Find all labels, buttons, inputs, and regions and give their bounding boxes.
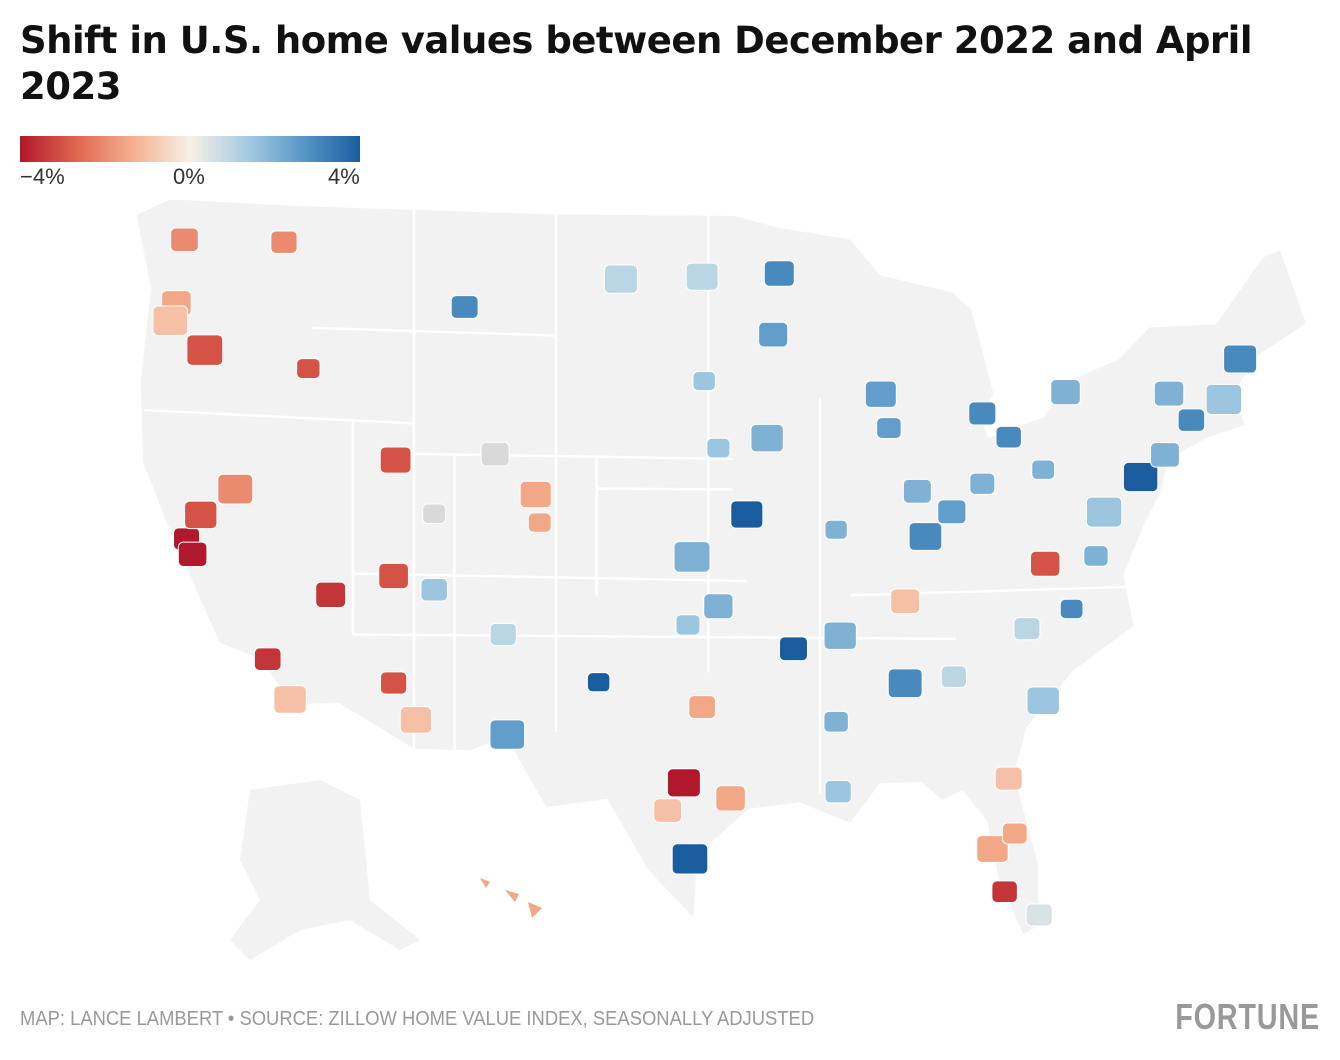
metro-area bbox=[715, 785, 746, 812]
legend-max-label: 4% bbox=[328, 164, 360, 189]
metro-area bbox=[379, 446, 412, 474]
metro-area bbox=[902, 478, 932, 504]
metro-area bbox=[908, 522, 943, 551]
metro-area bbox=[692, 371, 716, 392]
metro-area bbox=[273, 685, 307, 714]
metro-area bbox=[184, 500, 218, 530]
metro-area bbox=[1150, 442, 1180, 468]
metro-area bbox=[1085, 496, 1123, 528]
metro-area bbox=[991, 880, 1018, 904]
metro-area bbox=[315, 581, 347, 608]
metro-area bbox=[758, 321, 789, 348]
metro-area bbox=[480, 441, 510, 467]
metro-area bbox=[976, 835, 1009, 863]
color-legend-bar bbox=[20, 136, 360, 162]
metro-area bbox=[1026, 686, 1060, 716]
hawaii bbox=[480, 878, 542, 918]
alaska bbox=[230, 780, 420, 960]
metro-area bbox=[673, 541, 711, 573]
metro-area bbox=[1031, 459, 1056, 480]
metro-area bbox=[296, 358, 321, 380]
metro-area bbox=[1122, 461, 1159, 493]
metro-area bbox=[450, 295, 479, 319]
metro-area bbox=[675, 614, 701, 636]
metro-area bbox=[823, 621, 857, 650]
metro-area bbox=[1059, 598, 1084, 620]
metro-area bbox=[489, 719, 526, 750]
metro-area bbox=[703, 593, 734, 620]
metro-area bbox=[1050, 379, 1081, 406]
metro-area bbox=[253, 647, 282, 671]
metro-area bbox=[823, 710, 849, 733]
metro-area bbox=[937, 499, 967, 525]
metro-area bbox=[1177, 408, 1206, 432]
metro-area bbox=[1013, 617, 1041, 641]
metro-area bbox=[422, 503, 447, 525]
metro-area bbox=[378, 562, 409, 590]
metro-area bbox=[940, 665, 968, 688]
metro-area bbox=[688, 695, 717, 719]
metro-area bbox=[969, 472, 996, 495]
metro-area bbox=[177, 541, 208, 567]
state-border bbox=[352, 572, 747, 583]
metro-area bbox=[1223, 344, 1258, 374]
metro-area bbox=[186, 334, 224, 366]
fortune-logo: FORTUNE bbox=[1175, 996, 1320, 1037]
metro-area bbox=[666, 768, 701, 798]
metro-area bbox=[685, 262, 719, 291]
metro-area bbox=[890, 588, 921, 615]
us-map bbox=[134, 200, 1309, 960]
metro-area bbox=[887, 668, 923, 699]
metro-area bbox=[706, 437, 731, 459]
chart-title: Shift in U.S. home values between Decemb… bbox=[20, 19, 1253, 108]
metro-area bbox=[603, 264, 639, 294]
metro-area bbox=[968, 401, 997, 426]
metro-area bbox=[1205, 383, 1243, 415]
metro-area bbox=[876, 417, 902, 440]
metro-area bbox=[824, 519, 848, 540]
metro-area bbox=[824, 780, 852, 804]
metro-area bbox=[994, 766, 1023, 791]
metro-area bbox=[420, 578, 448, 602]
metro-area bbox=[380, 671, 408, 695]
metro-area bbox=[1030, 550, 1061, 577]
metro-area bbox=[1001, 822, 1028, 845]
metro-area bbox=[779, 636, 809, 662]
metro-area bbox=[527, 512, 552, 533]
metro-area bbox=[152, 305, 189, 336]
metro-area bbox=[671, 843, 709, 875]
metro-area bbox=[519, 480, 552, 509]
metro-area bbox=[653, 798, 682, 823]
metro-area bbox=[1153, 380, 1185, 407]
metro-area bbox=[750, 423, 784, 453]
metro-area bbox=[586, 672, 611, 693]
legend-mid-label: 0% bbox=[173, 164, 205, 189]
metro-area bbox=[489, 622, 517, 647]
metro-area bbox=[1083, 545, 1109, 567]
metro-area bbox=[270, 230, 298, 254]
metro-area bbox=[217, 473, 254, 505]
metro-area bbox=[1025, 903, 1053, 927]
metro-area bbox=[730, 500, 764, 529]
state-border bbox=[413, 452, 733, 461]
metro-area bbox=[995, 425, 1022, 449]
metro-area bbox=[864, 380, 897, 408]
legend-min-label: −4% bbox=[20, 164, 65, 189]
state-border bbox=[143, 408, 414, 425]
state-border bbox=[312, 326, 557, 337]
source-credit: MAP: LANCE LAMBERT • SOURCE: ZILLOW HOME… bbox=[20, 1008, 815, 1030]
metro-area bbox=[170, 227, 199, 253]
state-border bbox=[596, 487, 733, 491]
metro-area bbox=[399, 706, 433, 734]
metro-area bbox=[763, 260, 795, 287]
